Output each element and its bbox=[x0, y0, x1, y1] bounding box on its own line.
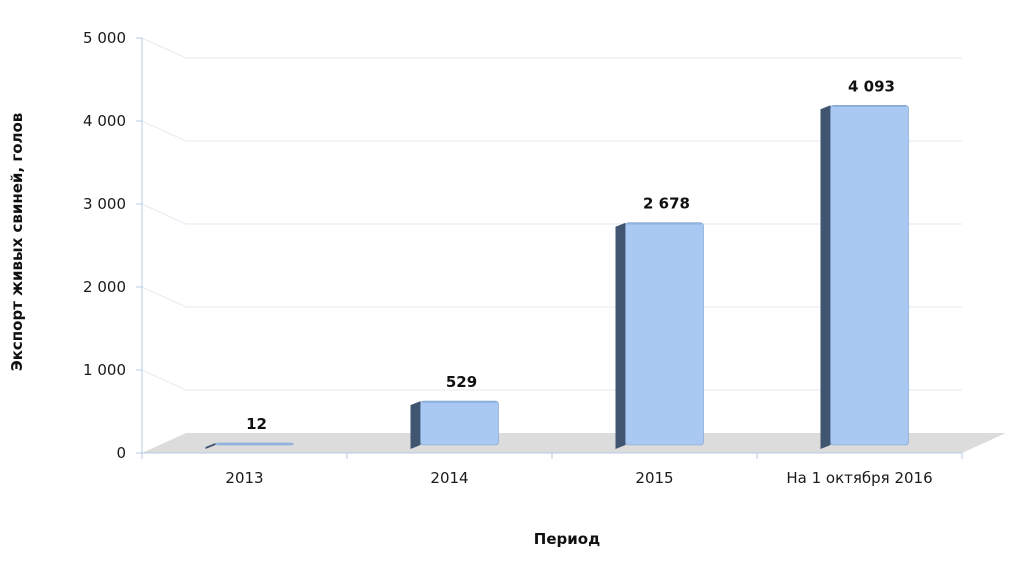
x-tick-label: 2014 bbox=[430, 469, 468, 487]
gridline-connector bbox=[141, 286, 187, 308]
data-label: 4 093 bbox=[848, 77, 895, 95]
gridline-connector bbox=[141, 203, 187, 225]
bar-1 bbox=[410, 400, 499, 449]
x-tick-label: 2015 bbox=[635, 469, 673, 487]
y-tick-label: 4 000 bbox=[83, 112, 126, 130]
gridline-connector bbox=[141, 369, 187, 391]
y-tick-label: 5 000 bbox=[83, 29, 126, 47]
axes: 0 1 000 2 000 3 000 4 000 5 000 bbox=[83, 29, 963, 462]
bar-3 bbox=[820, 104, 909, 449]
labels: 12 2013 529 2014 2 678 2015 4 093 На 1 октября … bbox=[225, 77, 932, 487]
bars bbox=[205, 104, 909, 449]
data-label: 2 678 bbox=[643, 195, 690, 213]
y-tick-label: 1 000 bbox=[83, 361, 126, 379]
x-tick-label: 2013 bbox=[225, 469, 263, 487]
bar-0 bbox=[205, 442, 294, 449]
data-label: 12 bbox=[246, 415, 267, 433]
x-tick-label: На 1 октября 2016 bbox=[786, 469, 932, 487]
bar-side-face bbox=[615, 222, 626, 449]
bar-2 bbox=[615, 222, 704, 449]
bar-side-face bbox=[820, 105, 831, 449]
y-tick-label: 2 000 bbox=[83, 278, 126, 296]
bar bbox=[420, 400, 499, 446]
y-axis-title: Экспорт живых свиней, голов bbox=[8, 113, 26, 372]
data-label: 529 bbox=[446, 373, 477, 391]
x-axis-title: Период bbox=[534, 530, 600, 548]
y-tick-label: 3 000 bbox=[83, 195, 126, 213]
y-tick-label: 0 bbox=[116, 444, 126, 462]
bar-side-face bbox=[205, 443, 216, 449]
bar-side-face bbox=[410, 401, 421, 449]
bar bbox=[830, 104, 909, 446]
floor-surface bbox=[142, 433, 1006, 453]
gridline-connector bbox=[141, 120, 187, 142]
bar bbox=[625, 222, 704, 446]
gridline-connector bbox=[141, 37, 187, 59]
